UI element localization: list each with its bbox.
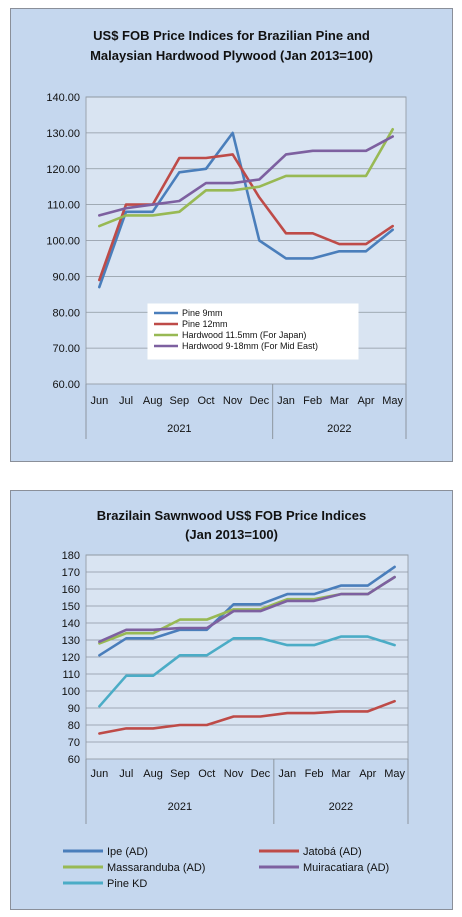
- x-tick-label: Feb: [303, 395, 322, 407]
- y-tick-label: 60: [68, 754, 80, 766]
- series-line-ipe-ad-: [98, 565, 396, 657]
- y-tick-label: 120.00: [46, 164, 80, 176]
- y-tick-label: 80: [68, 720, 80, 732]
- legend-label: Pine KD: [107, 878, 147, 890]
- x-tick-label: Nov: [223, 395, 243, 407]
- y-tick-label: 170: [62, 567, 80, 579]
- legend: Ipe (AD) Jatobá (AD) Massaranduba (AD) Muir…: [63, 846, 389, 890]
- y-tick-label: 140.00: [46, 92, 80, 104]
- year-label: 2022: [327, 423, 351, 435]
- x-tick-label: Oct: [198, 768, 215, 780]
- sawnwood-price-chart: 60 70 80 90 100 110 120 130 140 150 160 170 180 Jun Ju…: [62, 550, 409, 890]
- y-tick-label: 180: [62, 550, 80, 562]
- year-label: 2021: [167, 423, 191, 435]
- x-tick-label: Jan: [278, 768, 296, 780]
- y-tick-label: 90.00: [52, 271, 80, 283]
- x-tick-label: Jul: [119, 768, 133, 780]
- series-line-pine-9mm: [98, 131, 395, 289]
- y-tick-label: 60.00: [52, 379, 80, 391]
- legend-label: Jatobá (AD): [303, 846, 362, 858]
- y-tick-label: 140: [62, 618, 80, 630]
- y-tick-label: 110.00: [47, 200, 80, 212]
- y-tick-label: 160: [62, 584, 80, 596]
- x-tick-label: Dec: [251, 768, 271, 780]
- y-tick-label: 150: [62, 601, 80, 613]
- legend-label: Pine 12mm: [182, 319, 228, 329]
- x-tick-label: May: [384, 768, 405, 780]
- series-line-muiracatiara-ad-: [98, 575, 396, 643]
- x-tick-label: Dec: [250, 395, 270, 407]
- legend-label: Massaranduba (AD): [107, 862, 205, 874]
- year-label: 2021: [168, 801, 192, 813]
- x-tick-label: Apr: [357, 395, 374, 407]
- plywood-price-chart: 60.00 70.00 80.00 90.00 100.00 110.00 120.00 13…: [46, 92, 407, 439]
- y-tick-label: 70.00: [52, 343, 80, 355]
- legend-label: Muiracatiara (AD): [303, 862, 389, 874]
- y-tick-label: 120: [62, 652, 80, 664]
- x-tick-label: Aug: [143, 395, 163, 407]
- legend-label: Hardwood 9-18mm (For Mid East): [182, 341, 318, 351]
- y-tick-label: 80.00: [52, 307, 80, 319]
- chart-panel-plywood: US$ FOB Price Indices for Brazilian Pine…: [10, 8, 453, 462]
- y-tick-label: 130.00: [46, 128, 80, 140]
- year-label: 2022: [329, 801, 353, 813]
- chart-title-line2: (Jan 2013=100): [185, 527, 278, 542]
- chart-panel-sawnwood: Brazilain Sawnwood US$ FOB Price Indices…: [10, 490, 453, 910]
- series-line-hardwood-11-5mm-for-japan-: [98, 128, 395, 228]
- x-tick-label: Mar: [331, 768, 350, 780]
- x-tick-label: Jul: [119, 395, 133, 407]
- y-tick-label: 110: [62, 669, 80, 681]
- x-tick-label: Mar: [330, 395, 349, 407]
- legend-label: Pine 9mm: [182, 308, 223, 318]
- x-tick-label: Aug: [143, 768, 163, 780]
- chart-title-line1: US$ FOB Price Indices for Brazilian Pine…: [93, 28, 370, 43]
- y-tick-label: 130: [62, 635, 80, 647]
- x-tick-label: Nov: [224, 768, 244, 780]
- legend-label: Ipe (AD): [107, 846, 148, 858]
- x-tick-label: Jun: [91, 768, 109, 780]
- y-tick-label: 90: [68, 703, 80, 715]
- x-tick-label: Jun: [90, 395, 108, 407]
- x-tick-label: Oct: [197, 395, 214, 407]
- x-tick-label: Sep: [170, 768, 190, 780]
- y-tick-label: 70: [68, 737, 80, 749]
- x-tick-label: Sep: [170, 395, 190, 407]
- series-line-hardwood-9-18mm-for-mid-east-: [98, 135, 395, 217]
- chart-title-line1: Brazilain Sawnwood US$ FOB Price Indices: [96, 508, 367, 523]
- chart-title-line2: Malaysian Hardwood Plywood (Jan 2013=100…: [90, 48, 373, 63]
- x-tick-label: Jan: [277, 395, 295, 407]
- x-tick-label: Apr: [359, 768, 376, 780]
- x-tick-label: May: [382, 395, 403, 407]
- legend-label: Hardwood 11.5mm (For Japan): [182, 330, 306, 340]
- y-tick-label: 100.00: [46, 236, 80, 248]
- series-line-pine-kd: [98, 635, 396, 708]
- series-line-jatob-ad-: [98, 699, 396, 735]
- x-tick-label: Feb: [305, 768, 324, 780]
- y-tick-label: 100: [62, 686, 80, 698]
- legend-box: [147, 303, 359, 360]
